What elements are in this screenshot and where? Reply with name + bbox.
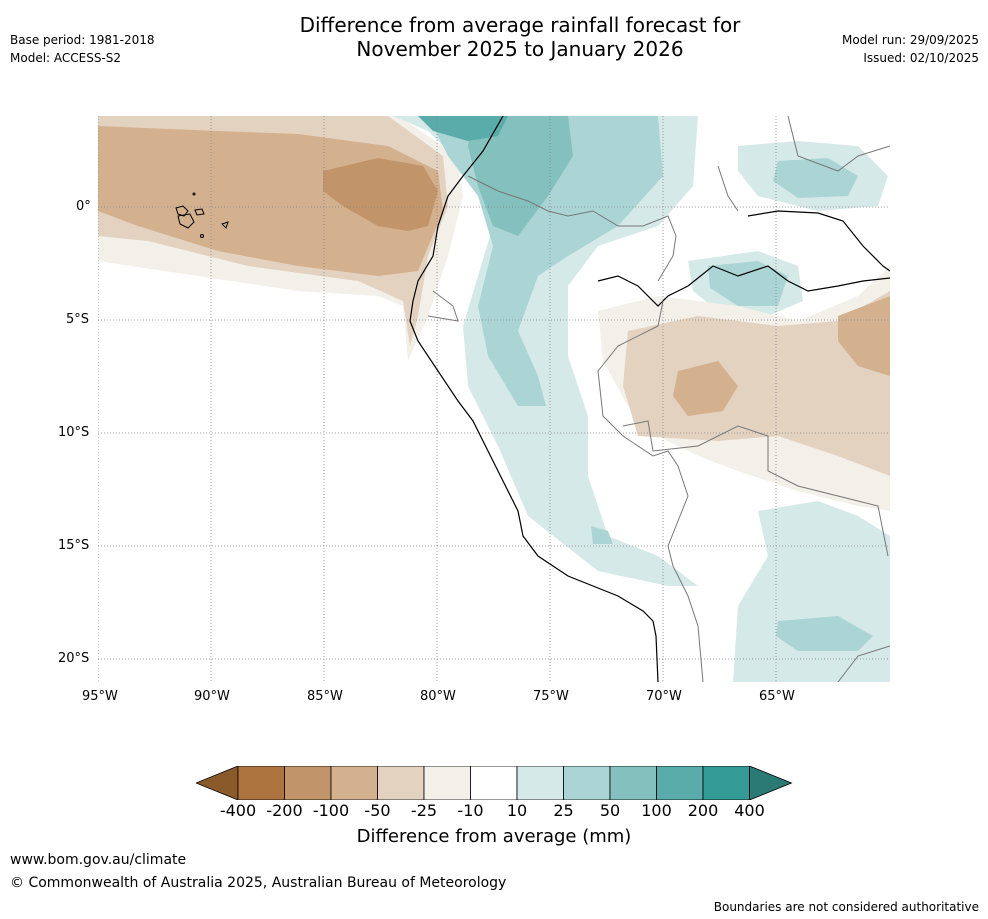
base-period-text: Base period: 1981-2018	[10, 33, 155, 47]
colorbar-tick-label: -200	[266, 801, 303, 820]
colorbar-tick-label: 400	[734, 801, 765, 820]
lon-label-70w: 70°W	[646, 689, 682, 704]
colorbar-tick-label: 25	[553, 801, 574, 820]
country-borders	[427, 116, 890, 682]
colorbar-cell	[284, 766, 332, 800]
colorbar-tick-label: -100	[312, 801, 350, 820]
colorbar-cell	[563, 766, 611, 800]
colorbar-label: Difference from average (mm)	[356, 826, 632, 847]
galapagos-islands	[175, 192, 229, 238]
dry-region-100	[323, 158, 438, 231]
coastline	[409, 116, 659, 682]
colorbar-cell	[656, 766, 704, 800]
colorbar-tick-label: -25	[410, 801, 438, 820]
lon-label-65w: 65°W	[759, 689, 795, 704]
colorbar-tick-label: 10	[506, 801, 528, 820]
dry-region-brazil-50b	[838, 296, 890, 376]
wet-region-10	[393, 116, 698, 586]
rainfall-map	[98, 116, 890, 682]
lon-label-80w: 80°W	[420, 689, 456, 704]
colorbar-cell	[470, 766, 518, 800]
model-text: Model: ACCESS-S2	[10, 51, 122, 65]
colorbar-tick-label: -50	[364, 801, 391, 820]
model-run-text: Model run: 29/09/2025	[841, 33, 979, 47]
lon-label-85w: 85°W	[307, 689, 343, 704]
colorbar-cell	[516, 766, 564, 800]
lat-label-15s: 15°S	[58, 538, 90, 553]
colorbar-tick-label: -10	[457, 801, 484, 820]
issued-text: Issued: 02/10/2025	[863, 51, 979, 65]
colorbar-tick-label: -400	[219, 801, 257, 820]
dry-region-brazil-25	[623, 291, 890, 476]
map-title: Difference from average rainfall forecas…	[0, 13, 988, 61]
title-line-2: November 2025 to January 2026	[356, 37, 684, 61]
lat-label-10s: 10°S	[58, 425, 90, 440]
colorbar-cell	[377, 766, 425, 800]
colorbar-tick-label: 100	[641, 801, 672, 820]
lon-label-90w: 90°W	[194, 689, 230, 704]
colorbar-cell	[609, 766, 657, 800]
wet-region-100	[418, 116, 508, 141]
dry-region-brazil-50	[673, 361, 738, 416]
wet-region-peru-25	[591, 526, 613, 544]
colorbar-cell	[423, 766, 471, 800]
title-line-1: Difference from average rainfall forecas…	[299, 13, 741, 37]
lon-label-95w: 95°W	[82, 689, 118, 704]
website-link[interactable]: www.bom.gov.au/climate	[10, 852, 187, 868]
lat-label-20s: 20°S	[58, 651, 90, 666]
disclaimer-text: Boundaries are not considered authoritat…	[713, 900, 979, 914]
wet-region-50	[468, 116, 573, 236]
colorbar-cell	[702, 766, 750, 800]
lat-label-5s: 5°S	[66, 312, 90, 327]
colorbar-tick-label: 200	[687, 801, 719, 820]
copyright-text: © Commonwealth of Australia 2025, Austra…	[10, 875, 507, 891]
amazon-river	[597, 265, 890, 307]
wet-region-venezuela-25	[773, 158, 858, 198]
colorbar-extend-low	[196, 766, 239, 800]
colorbar-cell	[330, 766, 378, 800]
northern-river	[747, 210, 890, 272]
lat-label-0: 0°	[76, 199, 91, 214]
wet-region-bolivia-25	[776, 616, 873, 651]
colorbar-tick-label: 50	[599, 801, 621, 820]
lon-label-75w: 75°W	[533, 689, 569, 704]
colorbar-cell	[237, 766, 285, 800]
colorbar	[196, 766, 793, 800]
colorbar-extend-high	[749, 766, 793, 800]
